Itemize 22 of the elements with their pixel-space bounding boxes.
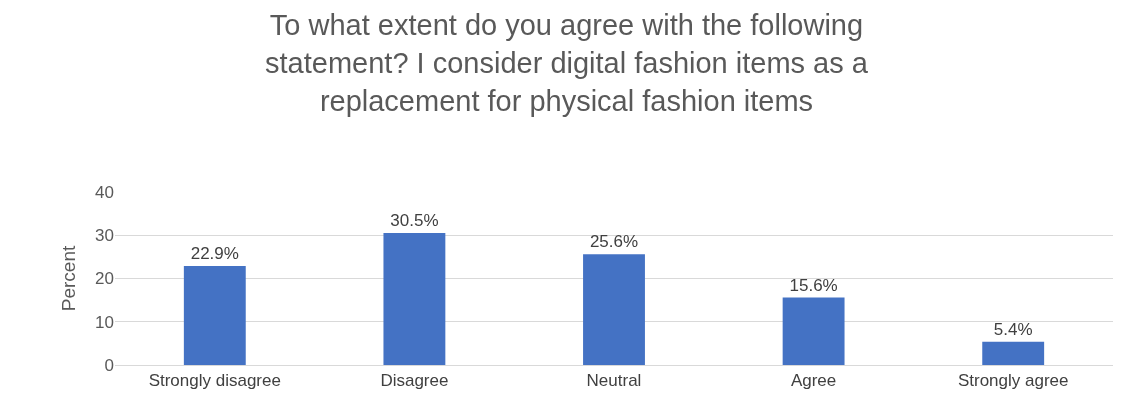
data-label: 15.6% <box>789 275 838 295</box>
x-tick-label: Strongly disagree <box>148 371 281 391</box>
data-label: 22.9% <box>190 243 239 263</box>
data-label: 5.4% <box>993 319 1033 339</box>
x-tick-label: Strongly agree <box>957 371 1069 391</box>
bar <box>982 341 1045 365</box>
bar <box>583 254 645 365</box>
chart-title: To what extent do you agree with the following statement? I consider digital fashion items as a replacement for physical fashion items <box>265 9 869 117</box>
x-tick-label: Neutral <box>586 371 642 391</box>
y-tick-label: 20 <box>95 269 114 289</box>
data-label: 25.6% <box>589 232 639 252</box>
x-tick-label: Agree <box>790 371 837 391</box>
y-tick-label: 10 <box>95 312 114 332</box>
x-tick-label: Disagree <box>380 371 449 391</box>
y-tick-label: 0 <box>104 355 114 375</box>
bar <box>383 233 446 365</box>
bar <box>183 265 246 365</box>
bar <box>782 297 845 365</box>
y-axis-title: Percent <box>57 245 79 312</box>
y-tick-label: 40 <box>95 182 114 202</box>
y-tick-label: 30 <box>95 226 114 246</box>
data-label: 30.5% <box>390 211 439 231</box>
